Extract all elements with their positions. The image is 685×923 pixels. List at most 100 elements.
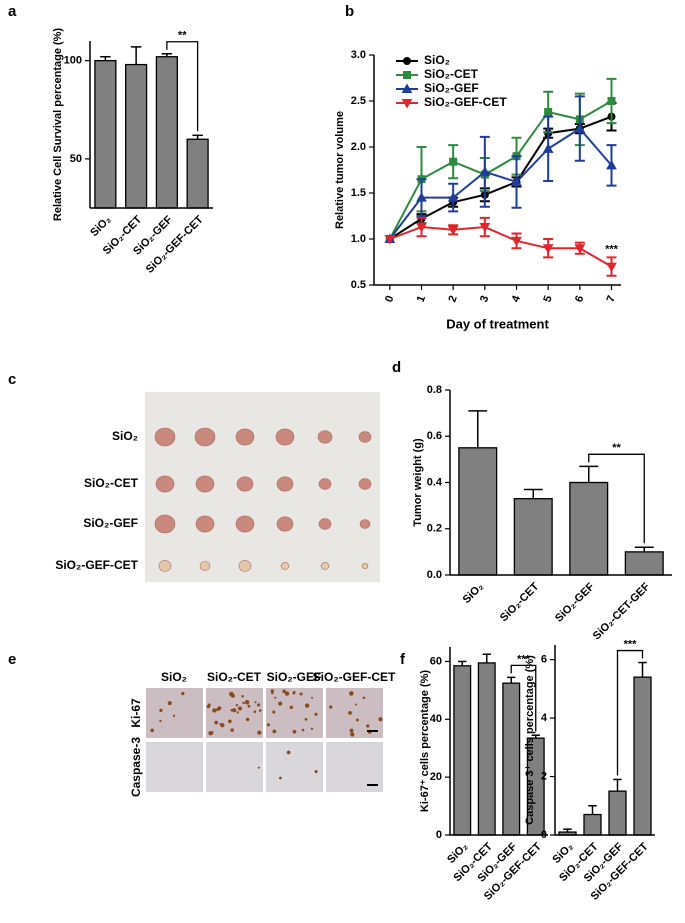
- stain: [282, 689, 286, 694]
- column-label: SiO₂-GEF-CET: [313, 670, 396, 684]
- stain: [272, 710, 276, 714]
- stain: [241, 694, 244, 698]
- marker: [401, 99, 413, 109]
- y-tick-label: 4: [541, 712, 548, 724]
- panel-label: e: [8, 651, 16, 668]
- stain: [289, 705, 293, 710]
- stain: [235, 703, 239, 707]
- panel-label: c: [8, 371, 16, 388]
- tumor: [154, 427, 176, 447]
- x-tick-label: 2: [446, 294, 459, 304]
- stain: [257, 730, 262, 735]
- stain: [286, 750, 291, 755]
- y-tick-label: 0.4: [427, 476, 443, 488]
- stain: [278, 776, 282, 780]
- stain: [349, 728, 354, 733]
- tumor: [195, 475, 215, 493]
- y-tick-label: 40: [430, 713, 442, 725]
- stain: [310, 696, 314, 699]
- tumor: [235, 515, 255, 533]
- stain: [159, 708, 163, 713]
- panel-label: d: [392, 359, 401, 376]
- stain: [217, 706, 222, 710]
- stain: [230, 728, 234, 732]
- bar: [458, 447, 498, 576]
- stain: [366, 724, 370, 728]
- stain: [232, 708, 237, 713]
- bar: [633, 676, 652, 836]
- marker: [416, 223, 427, 233]
- marker: [606, 262, 617, 273]
- marker: [542, 244, 554, 254]
- x-axis-label: Day of treatment: [446, 316, 549, 331]
- bar: [624, 551, 664, 576]
- tumor: [320, 562, 330, 570]
- marker: [403, 57, 411, 65]
- ihc-image: [146, 688, 203, 738]
- ihc-image: [146, 742, 203, 792]
- bar: [94, 59, 117, 209]
- bar: [608, 790, 627, 836]
- stain: [167, 701, 172, 706]
- stain: [350, 732, 355, 737]
- annotation: **: [612, 442, 621, 454]
- stain: [206, 704, 211, 709]
- tumor: [358, 478, 372, 490]
- tumor: [275, 428, 295, 446]
- stain: [362, 696, 366, 700]
- x-tick-label: 4: [510, 293, 524, 304]
- legend-label: SiO₂-GEF: [424, 81, 479, 95]
- marker: [384, 235, 396, 245]
- stain: [271, 691, 274, 695]
- y-tick-label: 2: [541, 770, 547, 782]
- marker: [449, 157, 458, 166]
- tumor: [318, 478, 332, 490]
- bar: [186, 138, 209, 209]
- legend-label: SiO₂: [424, 53, 450, 67]
- stain: [274, 696, 277, 699]
- tumor: [155, 475, 175, 493]
- y-tick-label: 0.5: [351, 279, 366, 291]
- series-line: [389, 226, 613, 268]
- tumor: [276, 476, 294, 492]
- bar: [453, 665, 472, 836]
- y-tick-label: 0.0: [427, 569, 442, 581]
- bar: [125, 63, 148, 209]
- tumor: [276, 516, 294, 532]
- tumor: [158, 560, 172, 572]
- marker: [544, 108, 553, 117]
- bar: [477, 662, 496, 836]
- y-axis-label: Relative tumor volume: [334, 111, 346, 229]
- marker: [479, 223, 491, 233]
- y-tick-label: 0.2: [427, 523, 442, 535]
- ihc-image: [266, 742, 323, 792]
- stain: [310, 727, 314, 730]
- stain: [348, 710, 352, 715]
- x-tick-label: 6: [573, 294, 586, 304]
- y-tick-label: 0: [436, 829, 442, 841]
- stain: [237, 706, 242, 711]
- x-tick-label: 0: [383, 294, 396, 304]
- marker: [401, 83, 413, 93]
- legend-label: SiO₂-GEF-CET: [424, 95, 507, 109]
- annotation: ***: [605, 243, 619, 255]
- stain: [244, 700, 250, 705]
- row-label: SiO₂-GEF: [83, 516, 138, 530]
- legend-label: SiO₂-CET: [424, 67, 479, 81]
- bar: [583, 813, 602, 836]
- stain: [349, 691, 354, 696]
- ihc-image: [266, 688, 323, 738]
- series-line: [389, 127, 613, 240]
- tumor: [236, 476, 254, 492]
- stain: [270, 689, 275, 693]
- annotation: ***: [624, 638, 638, 650]
- column-label: SiO₂: [161, 670, 187, 684]
- tumor: [199, 561, 211, 571]
- row-label: Ki-67: [129, 698, 143, 728]
- stain: [210, 731, 214, 734]
- column-label: SiO₂-GEF: [267, 670, 322, 684]
- stain: [304, 718, 308, 721]
- stain: [292, 691, 296, 695]
- stain: [228, 719, 232, 724]
